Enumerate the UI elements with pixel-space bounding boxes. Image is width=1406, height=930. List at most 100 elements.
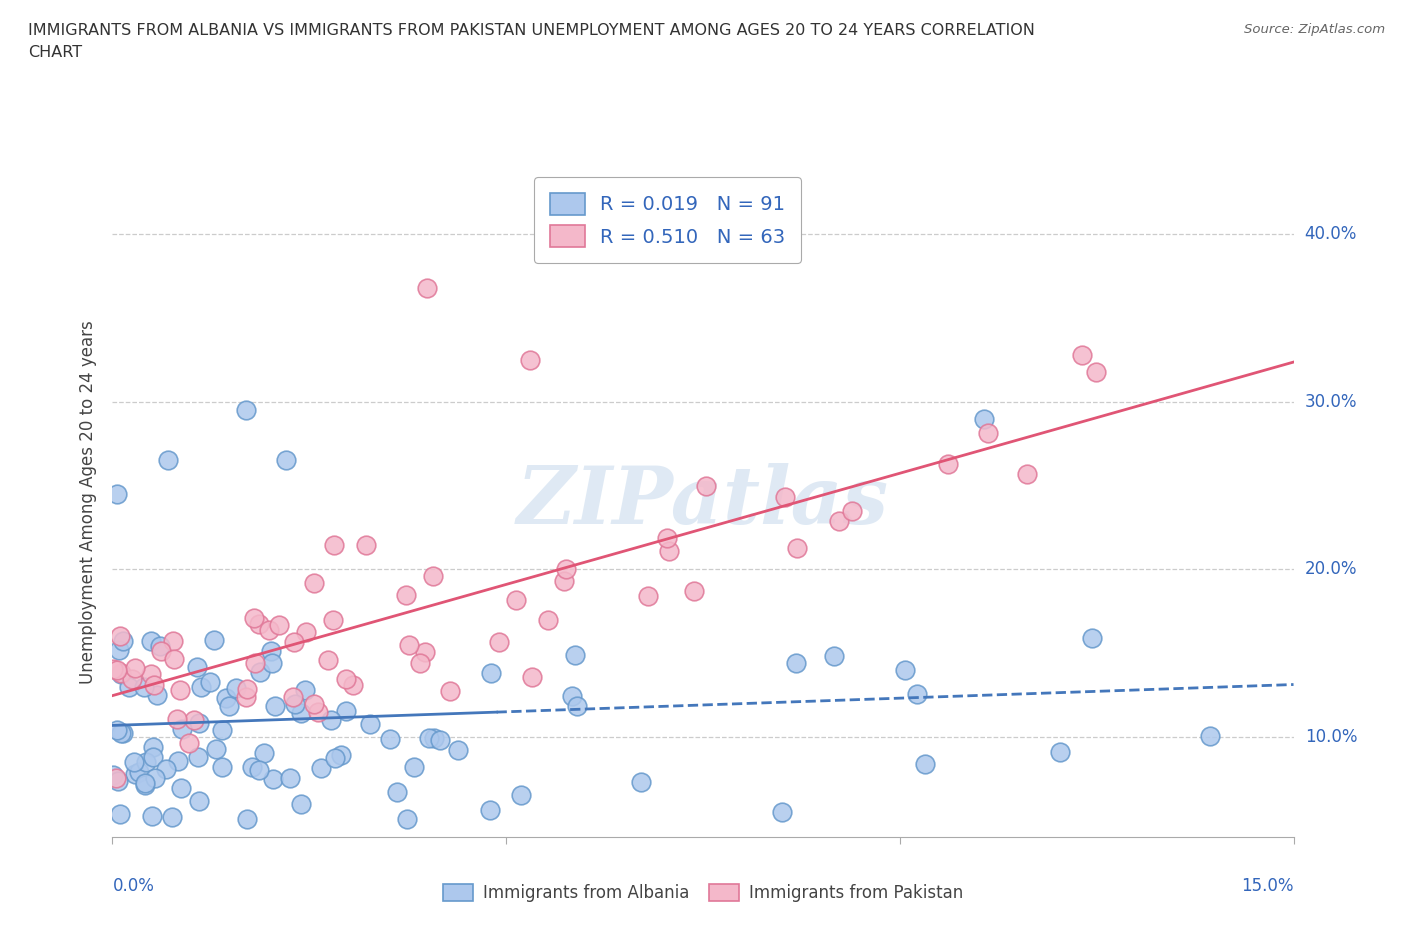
Point [290,706,312,721]
Point [200,675,222,690]
Point [841,504,863,519]
Point [145,687,167,702]
Legend: Immigrants from Albania, Immigrants from Pakistan: Immigrants from Albania, Immigrants from… [436,878,970,909]
Point [134,680,156,695]
Text: 10.0%: 10.0% [1305,727,1357,746]
Point [395,588,418,603]
Point [167,753,190,768]
Point [422,568,444,583]
Point [447,742,470,757]
Point [561,688,583,703]
Point [907,686,929,701]
Point [554,561,576,576]
Point [105,486,128,501]
Point [139,633,162,648]
Point [134,776,156,790]
Point [105,723,128,737]
Text: 30.0%: 30.0% [1305,392,1357,411]
Point [141,808,163,823]
Point [278,771,301,786]
Point [294,683,316,698]
Point [169,683,191,698]
Point [359,716,381,731]
Point [150,644,173,658]
Point [211,722,233,737]
Text: CHART: CHART [28,45,82,60]
Point [329,748,352,763]
Point [894,662,917,677]
Point [134,777,156,792]
Point [354,538,377,552]
Point [283,635,305,650]
Point [385,785,408,800]
Point [378,731,401,746]
Point [775,489,797,504]
Point [522,670,544,684]
Point [121,671,143,686]
Point [236,811,259,826]
Text: 20.0%: 20.0% [1305,560,1357,578]
Point [225,680,247,695]
Point [973,411,995,426]
Point [139,666,162,681]
Point [157,453,180,468]
Point [243,656,266,671]
Point [110,667,132,682]
Point [770,804,793,819]
Point [108,643,131,658]
Point [253,746,276,761]
Point [1081,631,1104,645]
Point [409,655,432,670]
Point [398,637,420,652]
Point [204,632,226,647]
Point [142,739,165,754]
Point [160,809,183,824]
Point [786,540,808,555]
Point [553,573,575,588]
Point [637,588,659,603]
Point [413,644,436,659]
Point [478,803,501,817]
Point [322,613,344,628]
Point [565,698,588,713]
Text: 0.0%: 0.0% [112,877,155,896]
Point [170,721,193,736]
Point [190,680,212,695]
Point [110,725,132,740]
Point [505,592,527,607]
Point [218,699,240,714]
Point [423,730,446,745]
Point [235,403,257,418]
Point [104,771,127,786]
Point [155,762,177,777]
Text: 15.0%: 15.0% [1241,877,1294,896]
Point [269,618,291,632]
Y-axis label: Unemployment Among Ages 20 to 24 years: Unemployment Among Ages 20 to 24 years [79,320,97,684]
Point [281,690,304,705]
Point [118,680,141,695]
Point [107,774,129,789]
Point [135,754,157,769]
Point [658,543,681,558]
Point [655,531,678,546]
Point [1071,348,1094,363]
Point [108,806,131,821]
Point [108,629,131,644]
Point [308,704,330,719]
Point [260,644,283,659]
Point [142,750,165,764]
Point [242,611,264,626]
Point [188,794,211,809]
Point [128,764,150,779]
Point [249,665,271,680]
Point [1049,745,1071,760]
Point [695,479,717,494]
Point [235,682,257,697]
Text: IMMIGRANTS FROM ALBANIA VS IMMIGRANTS FROM PAKISTAN UNEMPLOYMENT AMONG AGES 20 T: IMMIGRANTS FROM ALBANIA VS IMMIGRANTS FR… [28,23,1035,38]
Point [294,624,316,639]
Point [564,647,586,662]
Point [188,715,211,730]
Point [124,766,146,781]
Point [630,775,652,790]
Point [211,760,233,775]
